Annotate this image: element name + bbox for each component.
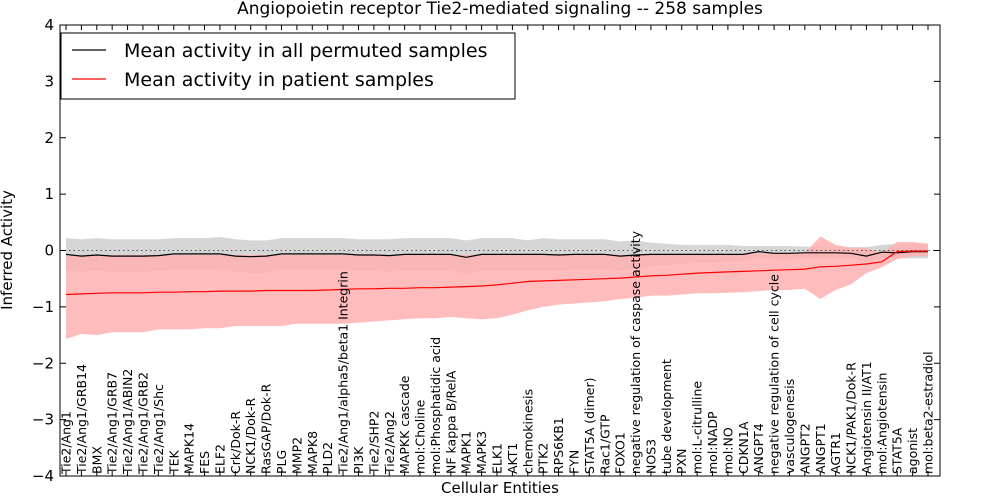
plot-frame: [59, 24, 941, 477]
x-tick-label: mol:Choline: [413, 399, 428, 474]
confidence-bands: [66, 236, 928, 339]
line-series-1: [65, 250, 928, 296]
x-tick-labels: Tie2/Ang1 Tie2/Ang1/GRB14 BMX Tie2/Ang1/GRB…: [59, 230, 936, 475]
line-series-0: [65, 250, 928, 258]
y-tick-label: 0: [44, 242, 54, 260]
band-series-1: [66, 236, 928, 339]
x-tick-label: PXN: [674, 449, 689, 474]
x-tick-label: ELF2: [212, 444, 227, 474]
x-tick-label: TEK: [166, 449, 181, 475]
x-tick-label: FYN: [567, 450, 582, 474]
x-tick-label: mol:NADP: [705, 411, 720, 474]
x-tick-label: MAPK8: [305, 431, 320, 474]
x-tick-label: Angiotensin II/AT1: [859, 361, 874, 474]
x-tick-label: STAT5A: [890, 427, 905, 474]
x-tick-label: Tie2/Ang1/GRB7: [105, 372, 120, 475]
x-tick-label: MAPK3: [474, 431, 489, 474]
x-tick-label: MMP2: [289, 437, 304, 474]
legend: Mean activity in all permuted samples Me…: [60, 32, 516, 100]
x-tick-label: ELK1: [490, 443, 505, 474]
x-tick-label: mol:L-citrulline: [690, 381, 705, 474]
x-tick-label: MAPK14: [182, 423, 197, 474]
x-tick-label: PI3K: [351, 446, 366, 474]
x-tick-label: PTK2: [536, 443, 551, 474]
x-tick-label: NF kappa B/RelA: [443, 370, 458, 474]
x-tick-label: chemokinesis: [520, 389, 535, 474]
y-tick-label: 4: [44, 16, 54, 34]
x-tick-label: Tie2/Ang1/alpha5/beta1 Integrin: [336, 271, 351, 475]
x-tick-label: FES: [197, 451, 212, 474]
y-tick-label: −2: [32, 354, 54, 372]
x-tick-label: NCK1/Dok-R: [243, 398, 258, 474]
y-tick-label: 1: [44, 185, 54, 203]
x-tick-label: Tie2/Ang1/Shc: [151, 384, 166, 475]
x-tick-label: AKT1: [505, 443, 520, 474]
x-tick-label: NOS3: [643, 439, 658, 474]
x-tick-label: BMX: [89, 446, 104, 474]
x-tick-label: PLG: [274, 450, 289, 474]
x-tick-label: Tie2/Ang1/ABIN2: [120, 369, 135, 475]
legend-label-patient: Mean activity in patient samples: [124, 69, 434, 91]
x-tick-label: PLD2: [320, 442, 335, 474]
x-tick-label: FOXO1: [613, 432, 628, 474]
x-tick-label: Tie2/SHP2: [366, 411, 381, 475]
x-tick-label: ANGPT1: [813, 423, 828, 474]
x-tick-label: ANGPT4: [751, 423, 766, 474]
x-tick-label: Tie2/Ang2: [382, 411, 397, 475]
series-lines: [65, 250, 928, 296]
x-tick-label: STAT5A (dimer): [582, 378, 597, 474]
x-tick-label: mol:Phosphatidic acid: [428, 337, 443, 474]
x-tick-label: agonist: [905, 428, 920, 474]
y-axis: 4 3 2 1 0 −1 −2 −3 −4: [32, 16, 940, 485]
x-tick-label: MAPKK cascade: [397, 375, 412, 474]
y-tick-label: 2: [44, 129, 54, 147]
y-tick-label: −4: [32, 467, 54, 485]
x-tick-label: CDKN1A: [736, 421, 751, 474]
x-tick-label: mol:NO: [720, 427, 735, 474]
x-tick-label: Tie2/Ang1/GRB2: [136, 372, 151, 475]
x-tick-label: AGTR1: [828, 432, 843, 474]
x-tick-label: Tie2/Ang1: [59, 411, 74, 475]
x-tick-label: MAPK1: [459, 431, 474, 474]
x-tick-label: NCK1/PAK1/Dok-R: [844, 362, 859, 474]
chart-title: Angiopoietin receptor Tie2-mediated sign…: [237, 0, 763, 19]
legend-frame: [60, 32, 516, 100]
x-tick-label: Tie2/Ang1/GRB14: [74, 364, 89, 475]
x-tick-label: vasculogenesis: [782, 379, 797, 474]
x-tick-marks: [65, 25, 929, 476]
legend-label-permuted: Mean activity in all permuted samples: [124, 40, 487, 62]
x-tick-label: negative regulation of cell cycle: [767, 274, 782, 474]
x-tick-label: Crk/Dok-R: [228, 411, 243, 474]
y-axis-label: Inferred Activity: [0, 190, 16, 310]
x-tick-label: mol:Angiotensin: [874, 373, 889, 474]
y-tick-label: −3: [32, 411, 54, 429]
x-axis-label: Cellular Entities: [441, 479, 559, 497]
x-tick-label: ANGPT2: [797, 423, 812, 474]
x-tick-label: tube development: [659, 359, 674, 474]
y-tick-label: −1: [32, 298, 54, 316]
y-tick-label: 3: [44, 72, 54, 90]
x-tick-label: RPS6KB1: [551, 417, 566, 474]
x-tick-label: negative regulation of caspase activity: [628, 230, 643, 474]
x-tick-label: mol:beta2-estradiol: [921, 351, 936, 474]
x-tick-label: Rac1/GTP: [597, 414, 612, 474]
x-tick-label: RasGAP/Dok-R: [259, 383, 274, 474]
